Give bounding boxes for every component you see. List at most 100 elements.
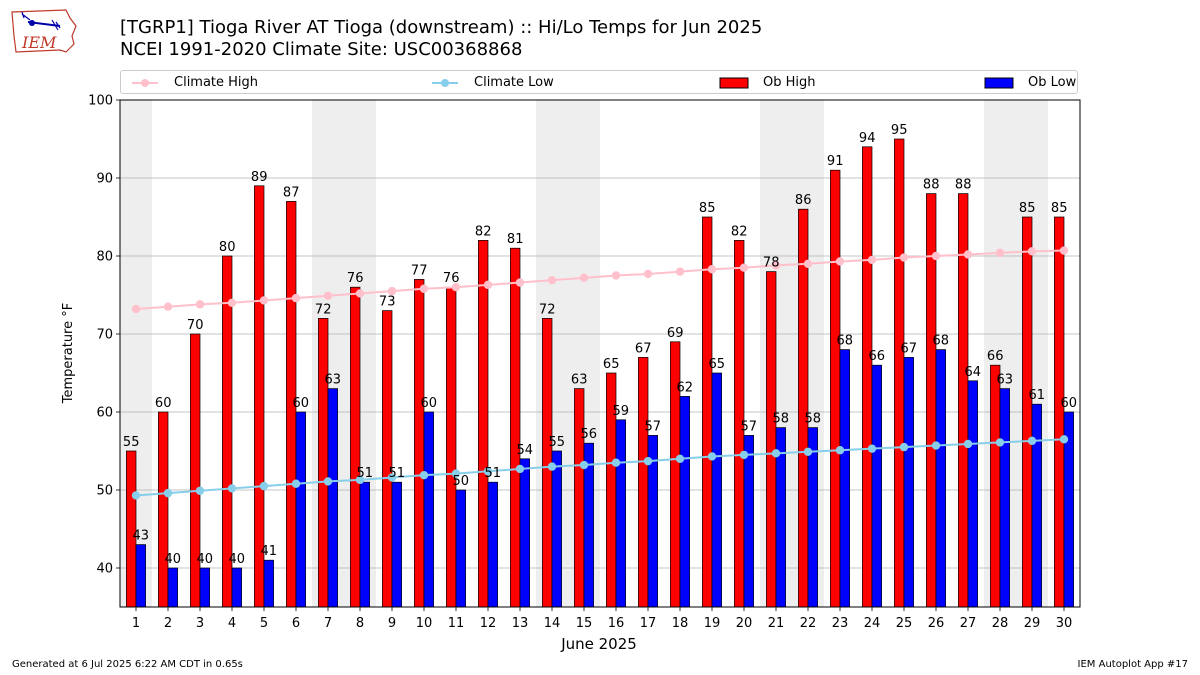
ob-high-label-14: 72 <box>539 302 556 317</box>
climate-high-point-28 <box>995 248 1005 258</box>
ob-high-label-5: 89 <box>251 170 268 185</box>
ob-high-label-20: 82 <box>731 224 748 239</box>
ob-low-bar-10 <box>423 411 434 608</box>
ob-low-bar-18 <box>679 396 690 608</box>
climate-high-point-16 <box>611 271 621 280</box>
climate-high-point-23 <box>835 257 845 266</box>
ob-high-label-21: 78 <box>763 256 780 271</box>
ob-low-label-28: 63 <box>997 373 1014 388</box>
ob-low-label-12: 51 <box>485 466 502 481</box>
ob-high-label-10: 77 <box>411 263 428 278</box>
climate-high-point-7 <box>323 291 333 300</box>
x-tick-label-22: 22 <box>800 616 817 631</box>
ob-high-label-1: 55 <box>123 435 140 450</box>
ob-high-bar-7 <box>318 318 329 608</box>
climate-high-point-9 <box>387 286 397 296</box>
x-tick-label-12: 12 <box>480 616 497 631</box>
ob-high-bar-19 <box>702 216 713 608</box>
x-tick-label-30: 30 <box>1056 616 1073 631</box>
ob-low-bar-3 <box>199 567 210 608</box>
climate-high-point-10 <box>419 284 429 293</box>
y-tick-label-80: 80 <box>96 250 113 265</box>
climate-low-point-20 <box>739 450 749 460</box>
ob-high-bar-22 <box>798 208 809 608</box>
ob-low-bar-6 <box>295 411 306 608</box>
ob-low-label-23: 68 <box>837 334 854 349</box>
climate-low-point-14 <box>547 462 557 471</box>
x-tick-label-1: 1 <box>132 616 140 631</box>
climate-high-point-21 <box>771 261 781 270</box>
ob-high-bar-17 <box>638 357 649 608</box>
y-axis-label: Temperature °F <box>61 303 76 404</box>
climate-high-point-4 <box>227 298 237 307</box>
ob-high-label-23: 91 <box>827 154 844 169</box>
climate-low-point-19 <box>707 452 717 461</box>
ob-low-bar-25 <box>903 357 914 608</box>
climate-high-point-25 <box>899 253 909 262</box>
ob-high-label-8: 76 <box>347 271 364 286</box>
x-tick-label-20: 20 <box>736 616 753 631</box>
y-tick-label-90: 90 <box>96 172 113 187</box>
ob-low-bar-28 <box>999 388 1010 608</box>
x-tick-label-13: 13 <box>512 616 529 631</box>
ob-high-label-2: 60 <box>155 396 172 411</box>
ob-high-bar-29 <box>1022 216 1033 608</box>
climate-high-point-19 <box>707 265 717 274</box>
x-tick-label-14: 14 <box>544 616 561 631</box>
ob-low-label-17: 57 <box>645 419 662 434</box>
ob-high-label-30: 85 <box>1051 201 1068 216</box>
climate-low-point-22 <box>803 447 813 456</box>
climate-low-point-9 <box>387 473 397 482</box>
climate-low-point-25 <box>899 442 909 452</box>
ob-low-label-5: 41 <box>261 544 278 559</box>
x-tick-label-15: 15 <box>576 616 593 631</box>
climate-low-point-1 <box>131 491 141 500</box>
x-tick-label-16: 16 <box>608 616 625 631</box>
climate-high-point-1 <box>131 304 141 314</box>
legend-climate-low-swatch <box>432 79 458 87</box>
ob-high-label-25: 95 <box>891 123 908 138</box>
climate-low-point-10 <box>419 470 429 480</box>
ob-low-label-13: 54 <box>517 443 534 458</box>
ob-high-label-11: 76 <box>443 271 460 286</box>
climate-high-point-27 <box>963 250 973 259</box>
ob-high-label-4: 80 <box>219 240 236 255</box>
climate-high-point-24 <box>867 255 877 265</box>
ob-high-label-18: 69 <box>667 326 684 341</box>
y-tick-label-50: 50 <box>96 484 113 499</box>
ob-low-bar-4 <box>231 567 242 608</box>
x-tick-label-18: 18 <box>672 616 689 631</box>
ob-high-label-13: 81 <box>507 232 524 247</box>
x-tick-label-26: 26 <box>928 616 945 631</box>
climate-high-point-11 <box>451 283 461 292</box>
climate-high-point-20 <box>739 263 749 272</box>
ob-high-label-6: 87 <box>283 185 300 200</box>
generated-timestamp: Generated at 6 Jul 2025 6:22 AM CDT in 0… <box>12 659 243 670</box>
x-tick-label-10: 10 <box>416 616 433 631</box>
ob-low-bar-8 <box>359 481 370 608</box>
ob-high-label-27: 88 <box>955 178 972 193</box>
ob-low-bar-19 <box>711 372 722 608</box>
ob-high-bar-13 <box>510 247 521 608</box>
x-tick-label-7: 7 <box>324 616 332 631</box>
climate-low-point-12 <box>483 467 493 476</box>
logo-text: IEM <box>21 33 57 52</box>
bars <box>126 138 1074 608</box>
iem-logo: IEM <box>11 9 77 53</box>
legend-ob-high-label: Ob High <box>763 75 816 90</box>
ob-high-bar-2 <box>158 411 169 608</box>
climate-low-point-21 <box>771 449 781 458</box>
legend-climate-high-label: Climate High <box>174 75 259 90</box>
ob-low-label-24: 66 <box>869 349 886 364</box>
ob-low-label-18: 62 <box>677 380 694 395</box>
climate-low-point-23 <box>835 446 845 455</box>
ob-low-label-27: 64 <box>965 365 982 380</box>
climate-high-point-6 <box>291 293 301 303</box>
ob-high-label-16: 65 <box>603 357 620 372</box>
ob-low-label-20: 57 <box>741 419 758 434</box>
x-tick-label-17: 17 <box>640 616 657 631</box>
ob-high-bar-11 <box>446 286 457 608</box>
ob-low-label-3: 40 <box>197 552 214 567</box>
climate-high-point-30 <box>1059 246 1069 255</box>
